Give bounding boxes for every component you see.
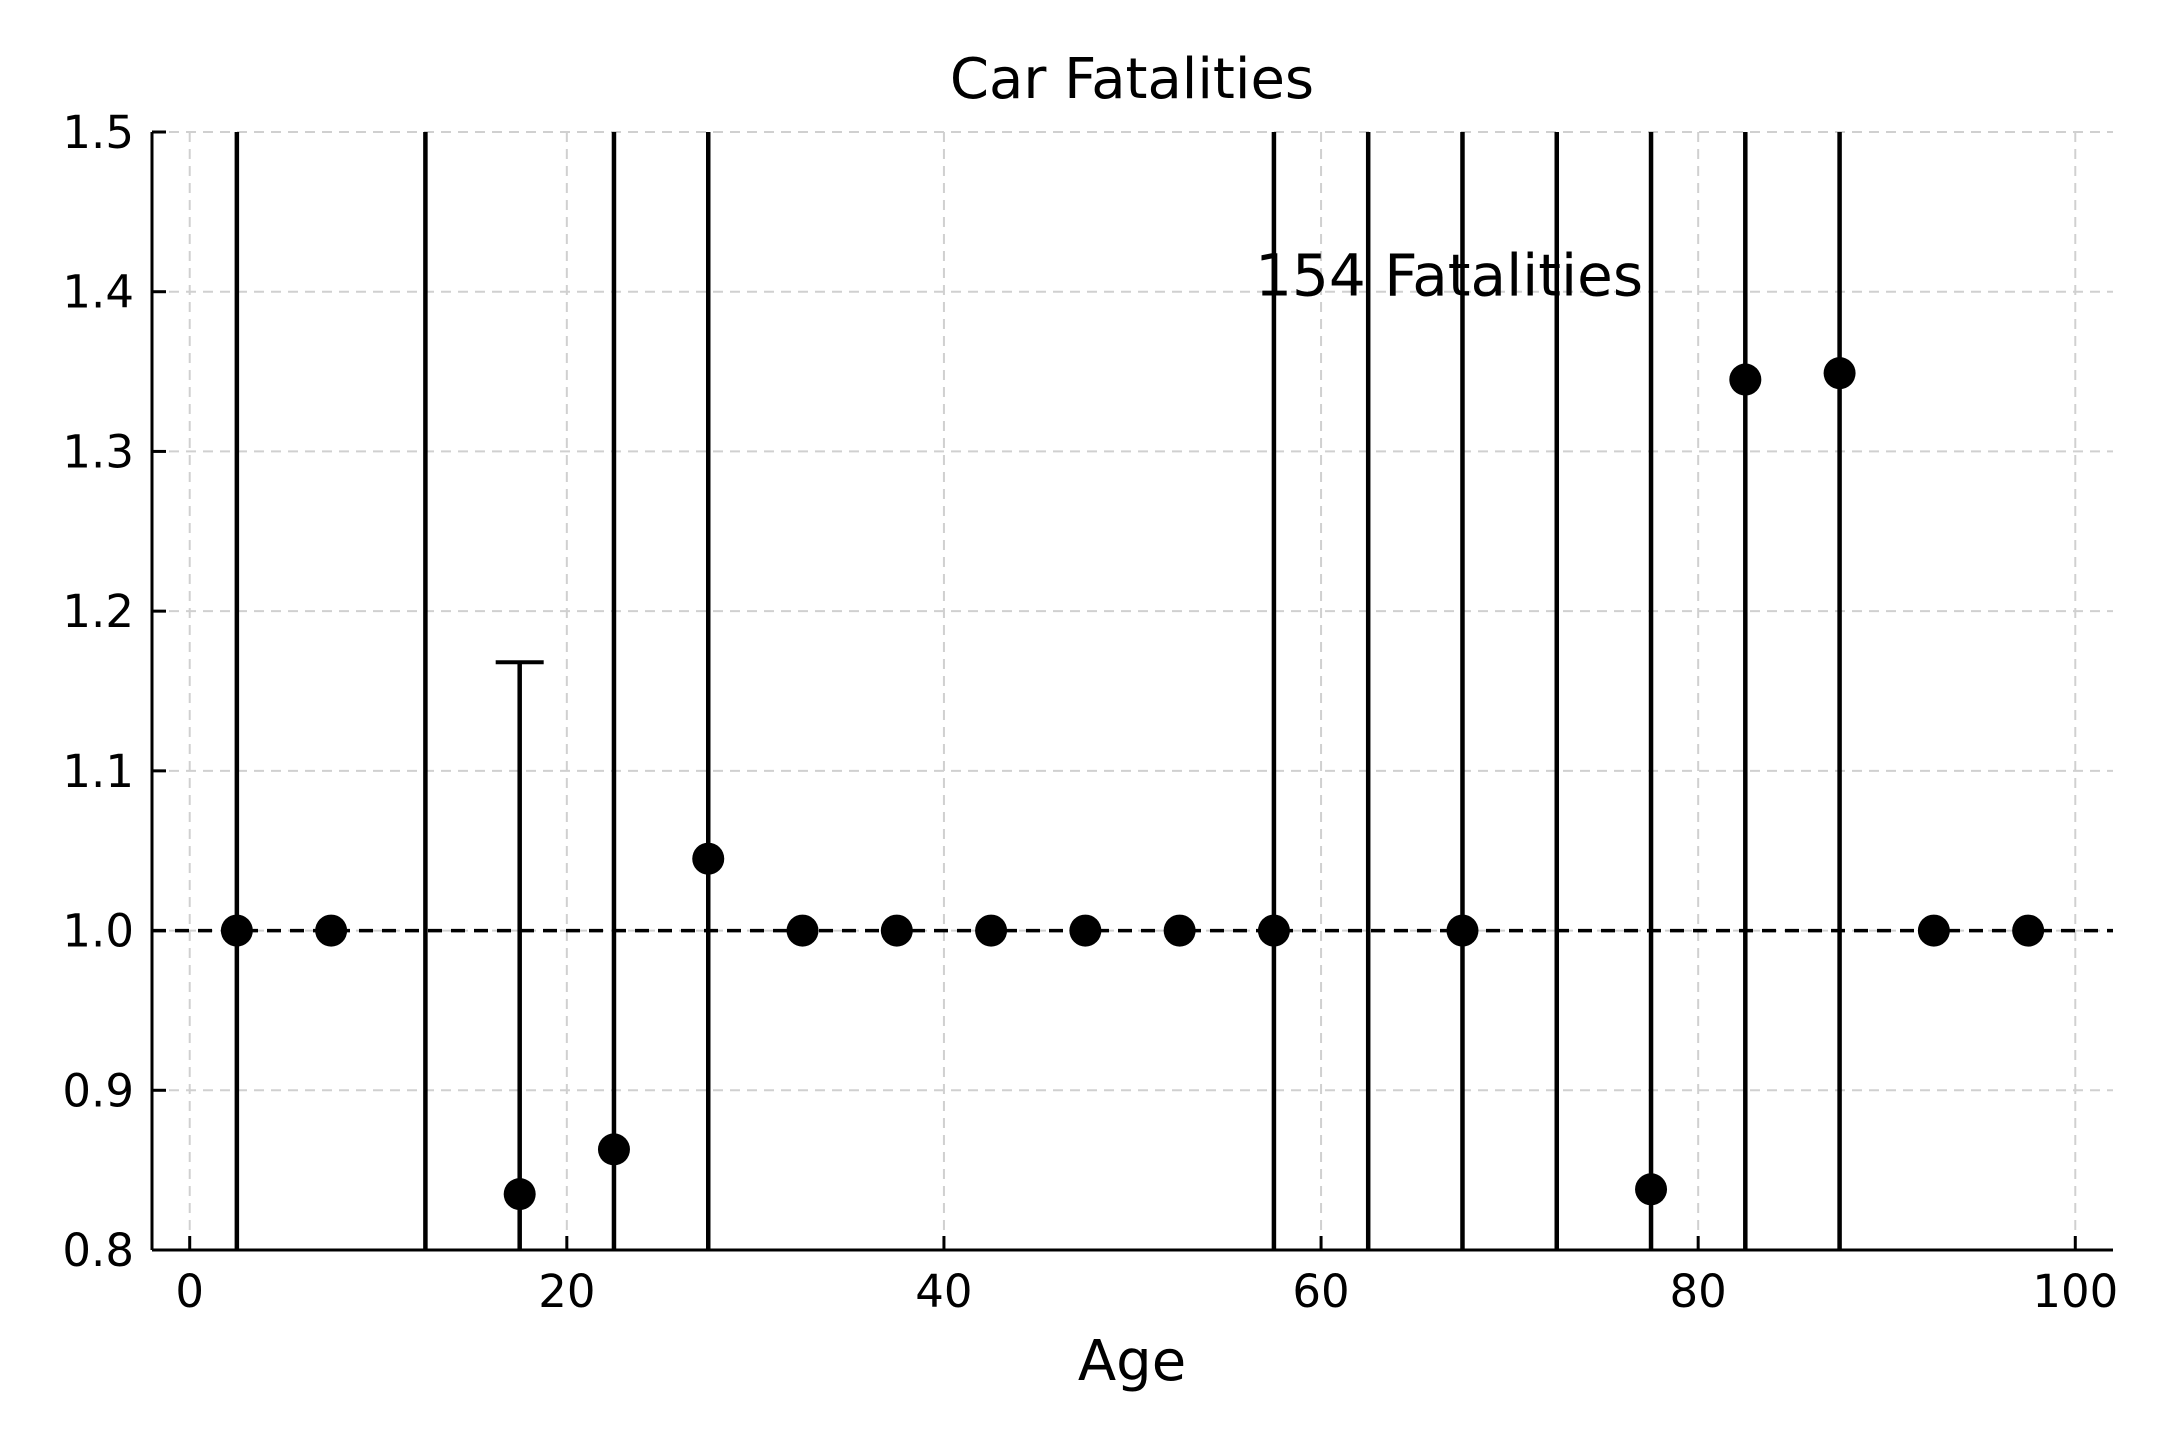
data-point xyxy=(692,842,725,875)
plot-area xyxy=(152,132,2113,1250)
markers xyxy=(220,357,2045,1211)
data-point xyxy=(1635,1173,1668,1206)
data-point xyxy=(315,914,348,947)
data-point xyxy=(975,914,1008,947)
y-tick-label: 1.4 xyxy=(62,266,134,319)
data-point xyxy=(597,1133,630,1166)
data-point xyxy=(880,914,913,947)
y-tick-label: 1.3 xyxy=(62,425,134,478)
x-tick-label: 60 xyxy=(1292,1265,1349,1318)
data-point xyxy=(1069,914,1102,947)
y-tick-label: 1.5 xyxy=(62,106,134,159)
y-tick-label: 1.2 xyxy=(62,585,134,638)
grid xyxy=(152,131,2113,1251)
data-point xyxy=(1257,914,1290,947)
x-tick-label: 40 xyxy=(915,1265,972,1318)
tick-labels: 0 20 40 60 80 100 0.8 0.9 1.0 1.1 1.2 1.3 1.4 1.5 xyxy=(62,106,2118,1318)
data-point xyxy=(503,1178,536,1211)
axes xyxy=(150,130,2113,1252)
x-axis-label: Age xyxy=(1078,1329,1186,1394)
y-tick-label: 1.0 xyxy=(62,905,134,958)
data-point xyxy=(1917,914,1950,947)
data-point xyxy=(2012,914,2045,947)
y-tick-label: 0.8 xyxy=(62,1224,134,1277)
data-point xyxy=(220,914,253,947)
data-point xyxy=(1163,914,1196,947)
x-tick-label: 0 xyxy=(175,1265,204,1318)
y-tick-label: 1.1 xyxy=(62,745,134,798)
data-point xyxy=(1823,357,1856,390)
data-point xyxy=(786,914,819,947)
x-tick-label: 80 xyxy=(1670,1265,1727,1318)
x-tick-label: 100 xyxy=(2032,1265,2118,1318)
error-bars xyxy=(234,132,1842,1250)
chart-title: Car Fatalities xyxy=(950,47,1314,112)
data-point xyxy=(1729,363,1762,396)
annotation: 154 Fatalities xyxy=(1255,242,1643,310)
y-tick-label: 0.9 xyxy=(62,1064,134,1117)
data-point xyxy=(1446,914,1479,947)
x-tick-label: 20 xyxy=(538,1265,595,1318)
